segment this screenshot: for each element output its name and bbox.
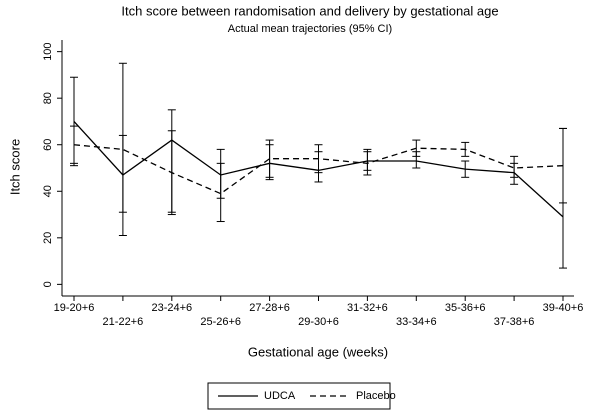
x-tick-label: 21-22+6 — [103, 316, 144, 328]
y-tick-label: 100 — [42, 42, 54, 60]
legend-label: UDCA — [264, 390, 296, 402]
y-tick-label: 20 — [42, 232, 54, 244]
chart-title: Itch score between randomisation and del… — [121, 3, 498, 18]
x-tick-label: 19-20+6 — [54, 302, 95, 314]
y-tick-label: 60 — [42, 139, 54, 151]
x-tick-label: 33-34+6 — [396, 316, 437, 328]
x-tick-label: 29-30+6 — [298, 316, 339, 328]
x-tick-label: 27-28+6 — [249, 302, 290, 314]
x-axis-label: Gestational age (weeks) — [248, 344, 388, 359]
y-tick-label: 40 — [42, 185, 54, 197]
y-axis-label: Itch score — [7, 139, 22, 195]
legend-label: Placebo — [356, 390, 396, 402]
x-tick-label: 39-40+6 — [543, 302, 584, 314]
y-tick-label: 80 — [42, 92, 54, 104]
x-tick-label: 23-24+6 — [151, 302, 192, 314]
x-tick-label: 25-26+6 — [200, 316, 241, 328]
chart-subtitle: Actual mean trajectories (95% CI) — [228, 23, 392, 35]
x-tick-label: 31-32+6 — [347, 302, 388, 314]
series-line — [73, 144, 564, 195]
y-tick-label: 0 — [42, 281, 54, 287]
x-tick-label: 35-36+6 — [445, 302, 486, 314]
x-tick-label: 37-38+6 — [494, 316, 535, 328]
